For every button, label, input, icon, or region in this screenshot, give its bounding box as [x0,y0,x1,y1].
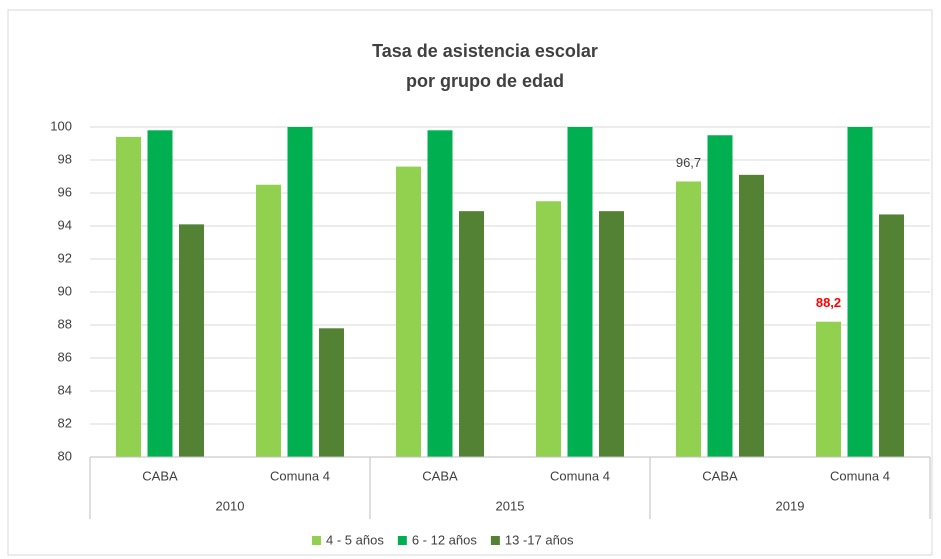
bar [256,184,281,457]
group-label: 2015 [496,498,525,513]
y-tick-label: 80 [58,448,72,463]
y-tick-label: 92 [58,250,72,265]
group-label: 2010 [216,498,245,513]
y-tick-label: 84 [58,382,72,397]
y-tick-label: 96 [58,184,72,199]
bar [179,224,204,457]
bar [427,130,453,458]
bar [319,328,344,457]
x-tick-label: Comuna 4 [270,468,330,483]
chart-title: por grupo de edad [406,71,564,91]
y-tick-label: 82 [58,415,72,430]
bar [676,181,701,457]
legend-label: 13 -17 años [505,532,574,547]
y-tick-label: 86 [58,349,72,364]
legend-label: 6 - 12 años [412,532,478,547]
y-tick-label: 88 [58,316,72,331]
y-tick-label: 100 [50,118,72,133]
legend-swatch [312,536,321,545]
data-label: 96,7 [676,155,701,170]
bar [536,201,561,457]
chart-title: Tasa de asistencia escolar [372,41,598,61]
x-tick-label: Comuna 4 [550,468,610,483]
bar [116,136,141,457]
y-tick-label: 98 [58,151,72,166]
bar [147,130,173,458]
bar [287,127,313,457]
legend-swatch [490,536,500,545]
bar [816,321,841,457]
x-tick-label: Comuna 4 [830,468,890,483]
legend-swatch [397,536,407,545]
legend-label: 4 - 5 años [326,532,384,547]
bar [847,127,873,457]
bar [599,211,624,457]
bar [739,174,764,457]
bar [879,214,904,457]
y-tick-label: 94 [58,217,72,232]
bar [459,211,484,457]
x-tick-label: CABA [422,468,458,483]
data-label: 88,2 [816,295,841,310]
y-tick-label: 90 [58,283,72,298]
bar [396,166,421,457]
bar [567,127,593,457]
group-label: 2019 [776,498,805,513]
x-tick-label: CABA [702,468,738,483]
bar [707,135,733,457]
x-tick-label: CABA [142,468,178,483]
